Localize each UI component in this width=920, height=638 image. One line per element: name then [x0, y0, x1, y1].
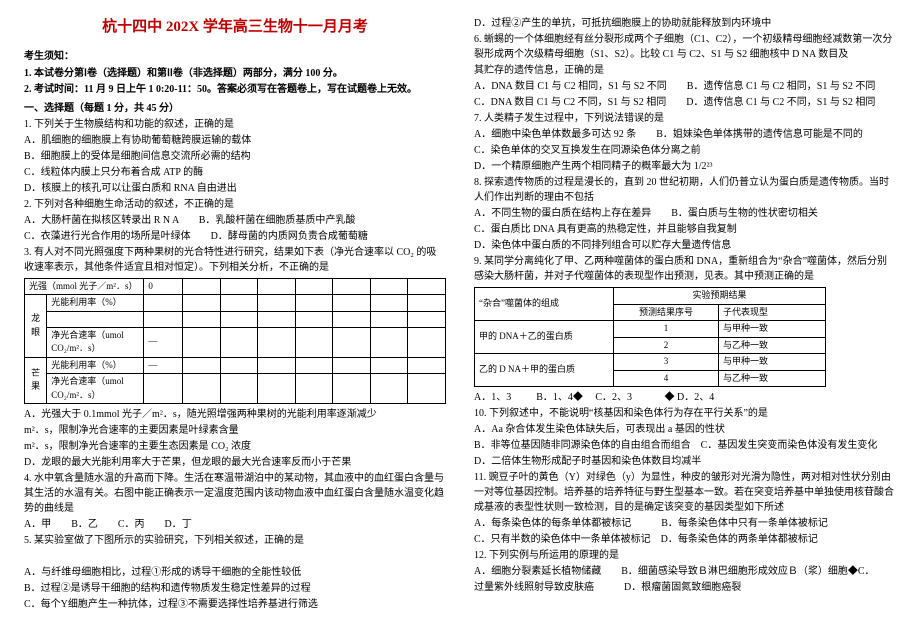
q1-opt-c: C．线粒体内膜上只分布着合成 ATP 的酶	[24, 165, 446, 180]
notice-line-2: 2. 考试时间：11 月 9 日上午 1 0:20-11：50。答案必须写在答题…	[24, 82, 446, 97]
q9-data-table: “杂合”噬菌体的组成 实验预期结果 预测结果序号 子代表现型 甲的 DNA＋乙的…	[474, 287, 826, 387]
notice-line-1: 1. 本试卷分第Ⅰ卷（选择题）和第ⅠⅠ卷（非选择题）两部分，满分 100 分。	[24, 66, 446, 81]
q3-opt-c: m²．s，限制净光合速率的主要生态因素是 CO₂ 浓度	[24, 439, 446, 454]
q1-opt-a: A．肌细胞的细胞膜上有协助葡萄糖跨膜运输的载体	[24, 133, 446, 148]
t1-r0c1: 0	[144, 278, 183, 295]
q8-opt-ab: A．不同生物的蛋白质在结构上存在差异 B．蛋白质与生物的性状密切相关	[474, 206, 896, 221]
t1-r4c1: —	[144, 357, 183, 374]
exam-title: 杭十四中 202X 学年高三生物十一月月考	[24, 16, 446, 39]
q4-stem: 4. 水中氧含量随水温的升高而下降。生活在寒温带湖泊中的某动物，其血液中的血红蛋…	[24, 471, 446, 516]
t2-h1: 实验预期结果	[614, 288, 826, 305]
q9-opts: A．1、3 B．1、4◆ C．2、3 ◆ D．2、4	[474, 390, 896, 405]
t2-r3c2: 与乙种一致	[719, 370, 826, 387]
t2-r0c2: 与甲种一致	[719, 321, 826, 338]
q3-opt-b: m²．s，限制净光合速率的主要因素是叶绿素含量	[24, 423, 446, 438]
q12-stem: 12. 下列实例与所运用的原理的是	[474, 548, 896, 563]
q5-opt-b: B．过程②是诱导干细胞的结构和遗传物质发生稳定性差异的过程	[24, 581, 446, 596]
q8-opt-c: C．蛋白质比 DNA 具有更高的热稳定性，并且能够自我复制	[474, 222, 896, 237]
t2-sh1: 预测结果序号	[614, 304, 719, 321]
t2-h0: “杂合”噬菌体的组成	[475, 288, 614, 321]
q2-opt-cd: C．衣藻进行光合作用的场所是叶绿体 D．酵母菌的内质网负责合成葡萄糖	[24, 229, 446, 244]
q11-opt-cd: C．只有半数的染色体中一条单体被标记 D．每条染色体的两条单体都被标记	[474, 532, 896, 547]
q11-stem: 11. 豌豆子叶的黄色（Y）对绿色（y）为显性，种皮的皱形对光滑为隐性，两对相对…	[474, 470, 896, 515]
q2-stem: 2. 下列对各种细胞生命活动的叙述，不正确的是	[24, 197, 446, 212]
q11-opt-ab: A．每条染色体的每条单体都被标记 B．每条染色体中只有一条单体被标记	[474, 516, 896, 531]
q6-opt-ab: A．DNA 数目 C1 与 C2 相同，S1 与 S2 不同 B．遗传信息 C1…	[474, 79, 896, 94]
t1-r1c0: 光能利用率（%）	[47, 295, 144, 312]
t1-r2c0	[47, 311, 144, 327]
notice-heading: 考生须知：	[24, 49, 446, 64]
q3-opt-a: A．光强大于 0.1mmol 光子／m²．s，随光照增强两种果树的光能利用率逐渐…	[24, 407, 446, 422]
t1-r5c0: 净光合速率（umol CO₂/m²．s）	[47, 374, 144, 404]
t1-r3c0: 净光合速率（umol CO₂/m²．s）	[47, 327, 144, 357]
t2-r2c1: 3	[614, 354, 719, 371]
q10-opt-d: D．二倍体生物形成配子时基因和染色体数目均减半	[474, 454, 896, 469]
q4-opts: A．甲 B．乙 C．丙 D．丁	[24, 517, 446, 532]
q1-opt-b: B．细胞膜上的受体是细胞间信息交流所必需的结构	[24, 149, 446, 164]
t2-r1c1: 2	[614, 337, 719, 354]
t2-r0c0: 甲的 DNA＋乙的蛋白质	[475, 321, 614, 354]
t2-r2c2: 与甲种一致	[719, 354, 826, 371]
q10-opt-a: A．Aa 杂合体发生染色体缺失后，可表现出 a 基因的性状	[474, 422, 896, 437]
q12-opt-cd: 过量紫外线照射导致皮肤癌 D．根瘤菌固氮致细胞癌裂	[474, 580, 896, 595]
q7-opt-d: D．一个精原细胞产生两个相同精子的概率最大为 1/2²³	[474, 159, 896, 174]
q3-data-table: 光强（mmol 光子／m²．s） 0 龙眼 光能利用率（%） 净光合速率（umo…	[24, 278, 446, 405]
q8-stem: 8. 探索遗传物质的过程是漫长的，直到 20 世纪初期，人们仍普立认为蛋白质是遗…	[474, 175, 896, 205]
q9-stem: 9. 某同学分离纯化了甲、乙两种噬菌体的蛋白质和 DNA，重新组合为“杂合”噬菌…	[474, 254, 896, 284]
q1-stem: 1. 下列关于生物膜结构和功能的叙述，正确的是	[24, 117, 446, 132]
q6-cont: 其贮存的遗传信息，正确的是	[474, 63, 896, 78]
t2-r0c1: 1	[614, 321, 719, 338]
q7-opt-c: C．染色单体的交叉互换发生在同源染色体分离之前	[474, 143, 896, 158]
t1-longyan-label: 龙眼	[25, 295, 47, 358]
section-1-title: 一、选择题（每题 1 分，共 45 分）	[24, 101, 446, 116]
t2-r2c0: 乙的 D NA＋甲的蛋白质	[475, 354, 614, 387]
q7-stem: 7. 人类精子发生过程中，下列说法错误的是	[474, 111, 896, 126]
t1-r0c0: 光强（mmol 光子／m²．s）	[25, 278, 144, 295]
q3-stem: 3. 有人对不同光照强度下两种果树的光合特性进行研究，结果如下表（净光合速率以 …	[24, 245, 446, 275]
q5-opt-d: D．过程②产生的单抗，可抵抗细胞膜上的协助就能释放到内环境中	[474, 16, 896, 31]
t1-r3c1: —	[144, 327, 183, 357]
q12-opt-ab: A．细胞分裂素延长植物储藏 B．细菌感染导致Ｂ淋巴细胞形成效应Ｂ（浆）细胞◆C．	[474, 564, 896, 579]
q1-opt-d: D．核膜上的核孔可以让蛋白质和 RNA 自由进出	[24, 181, 446, 196]
t1-mangguo-label: 芒果	[25, 357, 47, 404]
q5-opt-a: A．与纤维母细胞相比，过程①形成的诱导干细胞的全能性较低	[24, 565, 446, 580]
q10-opt-bc: B．非等位基因随非同源染色体的自由组合而组合 C．基因发生突变而染色体没有发生变…	[474, 438, 896, 453]
q6-opt-cd: C．DNA 数目 C1 与 C2 不同，S1 与 S2 相同 D．遗传信息 C1…	[474, 95, 896, 110]
q5-blank	[24, 549, 446, 564]
t2-r3c1: 4	[614, 370, 719, 387]
q7-opt-ab: A．细胞中染色单体数最多可达 92 条 B．姐妹染色单体携带的遗传信息可能是不同…	[474, 127, 896, 142]
t1-r4c0: 光能利用率（%）	[47, 357, 144, 374]
t2-sh2: 子代表现型	[719, 304, 826, 321]
q5-stem: 5. 某实验室做了下图所示的实验研究，下列相关叙述，正确的是	[24, 533, 446, 548]
t2-r1c2: 与乙种一致	[719, 337, 826, 354]
q3-opt-d: D．龙眼的最大光能利用率大于芒果，但龙眼的最大光合速率反而小于芒果	[24, 455, 446, 470]
q6-stem: 6. 蜥蜴的一个体细胞经有丝分裂形成两个子细胞（C1、C2），一个初级精母细胞经…	[474, 32, 896, 62]
q10-stem: 10. 下列叙述中，不能说明“核基因和染色体行为存在平行关系”的是	[474, 406, 896, 421]
q2-opt-ab: A．大肠杆菌在拟核区转录出 R N A B．乳酸杆菌在细胞质基质中产乳酸	[24, 213, 446, 228]
q5-opt-c: C．每个Y细胞产生一种抗体，过程③不需要选择性培养基进行筛选	[24, 597, 446, 612]
q8-opt-d: D．染色体中蛋白质的不同排列组合可以贮存大量遗传信息	[474, 238, 896, 253]
t1-r2c6	[333, 311, 371, 327]
